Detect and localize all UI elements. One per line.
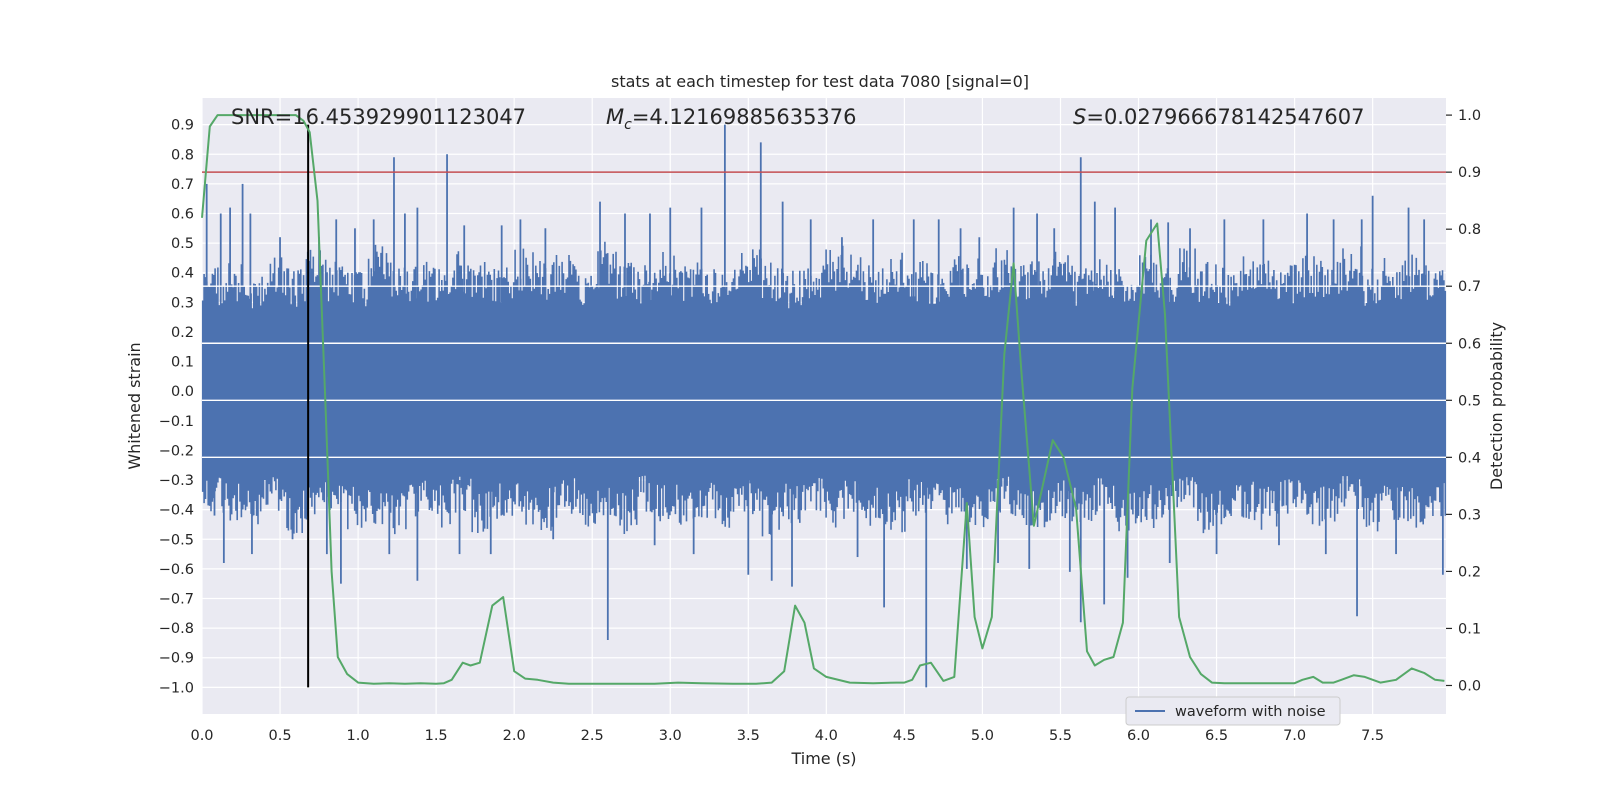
x-tick-label: 6.0 [1127, 728, 1150, 744]
right-axis-ticks: 1.0 0.9 0.8 0.7 0.6 0.5 0.4 0.3 0.2 0.1 0.0 [1446, 108, 1481, 694]
mc-symbol: M [606, 105, 624, 129]
snr-annotation: SNR=16.453929901123047 [231, 105, 526, 129]
left-tick-label: 0.8 [171, 147, 194, 163]
probability-line [201, 114, 1445, 685]
x-tick-label: 7.0 [1283, 728, 1306, 744]
left-tick-label: −0.6 [159, 562, 194, 578]
right-tick-label: 0.3 [1458, 507, 1481, 523]
mc-annotation: Mc=4.12169885635376 [606, 105, 857, 133]
x-tick-label: 5.0 [971, 728, 994, 744]
waveform-series [201, 124, 1447, 688]
x-tick-label: 2.0 [503, 728, 526, 744]
legend-box [1125, 696, 1341, 726]
left-tick-label: 0.6 [171, 207, 194, 223]
right-tick-label: 0.9 [1458, 165, 1481, 181]
x-tick-label: 1.5 [425, 728, 448, 744]
x-tick-label: 4.0 [815, 728, 838, 744]
x-tick-label: 2.5 [581, 728, 604, 744]
x-tick-label: 3.5 [737, 728, 760, 744]
right-tick-label: 0.7 [1458, 279, 1481, 295]
left-tick-label: 0.0 [171, 384, 194, 400]
right-tick-label: 0.0 [1458, 678, 1481, 694]
left-tick-label: 0.9 [171, 118, 194, 134]
left-tick-label: 0.4 [171, 266, 194, 282]
x-tick-label: 4.5 [893, 728, 916, 744]
left-tick-label: 0.2 [171, 325, 194, 341]
s-value: =0.027966678142547607 [1086, 105, 1364, 129]
x-tick-label: 7.5 [1361, 728, 1384, 744]
right-tick-label: 0.1 [1458, 621, 1481, 637]
x-tick-label: 0.5 [269, 728, 292, 744]
probability-series [201, 114, 1445, 685]
s-symbol: S [1073, 105, 1086, 129]
right-tick-label: 0.5 [1458, 393, 1481, 409]
left-tick-label: 0.3 [171, 295, 194, 311]
right-tick-label: 0.2 [1458, 564, 1481, 580]
left-axis-label: Whitened strain [125, 342, 144, 469]
chart-title: stats at each timestep for test data 708… [611, 72, 1029, 91]
right-tick-label: 1.0 [1458, 108, 1481, 124]
left-tick-label: −0.1 [159, 414, 194, 430]
mc-value: =4.12169885635376 [632, 105, 857, 129]
x-axis-label: Time (s) [790, 749, 856, 768]
x-tick-label: 0.0 [190, 728, 213, 744]
x-tick-label: 6.5 [1205, 728, 1228, 744]
left-tick-label: −0.2 [159, 443, 194, 459]
x-axis-ticks: 0.0 0.5 1.0 1.5 2.0 2.5 3.0 3.5 4.0 4.5 5.0 5.5 6.0 6… [190, 728, 1384, 744]
right-tick-label: 0.8 [1458, 222, 1481, 238]
left-tick-label: −0.3 [159, 473, 194, 489]
x-tick-label: 3.0 [659, 728, 682, 744]
left-tick-label: −0.5 [159, 532, 194, 548]
legend-label: waveform with noise [1175, 704, 1326, 720]
left-tick-label: −1.0 [159, 680, 194, 696]
legend: waveform with noise [1125, 696, 1341, 726]
x-tick-label: 5.5 [1049, 728, 1072, 744]
s-annotation: S=0.027966678142547607 [1073, 105, 1364, 129]
right-axis-label: Detection probability [1487, 322, 1506, 490]
left-tick-label: −0.4 [159, 503, 194, 519]
left-tick-label: −0.9 [159, 651, 194, 667]
left-tick-label: −0.8 [159, 621, 194, 637]
waveform-core [202, 320, 1446, 463]
x-tick-label: 1.0 [347, 728, 370, 744]
left-axis-ticks: 0.9 0.8 0.7 0.6 0.5 0.4 0.3 0.2 0.1 0.0 −0.1 −0.2 −0… [159, 118, 194, 697]
mc-subscript: c [624, 117, 632, 133]
left-tick-label: 0.7 [171, 177, 194, 193]
left-tick-label: 0.5 [171, 236, 194, 252]
left-tick-label: −0.7 [159, 592, 194, 608]
left-tick-label: 0.1 [171, 355, 194, 371]
right-tick-label: 0.4 [1458, 450, 1481, 466]
right-tick-label: 0.6 [1458, 336, 1481, 352]
